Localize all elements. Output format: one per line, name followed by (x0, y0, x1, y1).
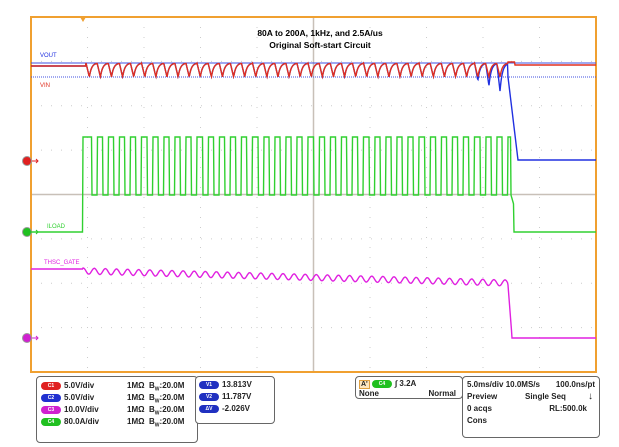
bw-sub: W (154, 386, 160, 393)
time-scale: 5.0ms/div (467, 380, 504, 389)
trace-iload (31, 136, 596, 233)
single-seq[interactable]: Single Seq (525, 392, 566, 401)
bw-sub: W (154, 398, 160, 405)
channel-badge[interactable]: C4 (41, 417, 61, 426)
label-thsc-gate: THSC_GATE (44, 260, 80, 266)
bandwidth: 20.0M (162, 393, 185, 402)
trigger-type: Normal (428, 389, 456, 398)
channel-row: C3 10.0V/div 1MΩ BW:20.0M (41, 404, 193, 417)
graticule-border (30, 16, 597, 373)
cursor-value: -2.026V (222, 404, 251, 413)
volts-per-div: 5.0V/div (64, 381, 95, 390)
arrow-down-icon: ↓ (588, 391, 593, 402)
trigger-position-marker (80, 17, 86, 22)
bandwidth: 20.0M (162, 381, 185, 390)
trigger-mode: A' (359, 380, 370, 389)
bw-sub: W (154, 410, 160, 417)
channel-row: C4 80.0A/div 1MΩ BW:20.0M (41, 416, 193, 429)
bw-label: B (149, 381, 155, 390)
channel-marker-icon (22, 333, 32, 343)
trigger-level: 3.2A (399, 379, 417, 388)
volts-per-div: 10.0V/div (64, 405, 99, 414)
impedance: 1MΩ (127, 405, 145, 414)
channel-row: C2 5.0V/div 1MΩ BW:20.0M (41, 392, 193, 405)
sample-rate: 10.0MS/s (505, 380, 540, 389)
acq-count: 0 acqs (467, 404, 492, 413)
trigger-source-badge[interactable]: C4 (371, 379, 392, 388)
chart-title: 80A to 200A, 1kHz, and 2.5A/us (257, 28, 383, 38)
channel-badge[interactable]: C1 (41, 381, 61, 390)
impedance: 1MΩ (127, 381, 145, 390)
bw-label: B (149, 405, 155, 414)
cursor-badge[interactable]: ΔV (199, 404, 219, 413)
volts-per-div: 5.0V/div (64, 393, 95, 402)
channel-marker-icon (22, 156, 32, 166)
trace-thsc-gate (31, 267, 596, 339)
channel-panel: C1 5.0V/div 1MΩ BW:20.0M C2 5.0V/div 1MΩ BW:20.… (36, 376, 198, 443)
bandwidth: 20.0M (162, 405, 185, 414)
acq-state: Preview (467, 392, 498, 401)
chart-subtitle: Original Soft-start Circuit (269, 40, 371, 50)
channel-marker-icon (22, 227, 32, 237)
cursor-value: 13.813V (222, 380, 252, 389)
volts-per-div: 80.0A/div (64, 417, 100, 426)
bw-label: B (149, 393, 155, 402)
record-length: RL:500.0k (549, 404, 587, 413)
arrow-right-icon (32, 158, 39, 164)
trigger-panel: A' C4 ∫ 3.2A None Normal (355, 376, 463, 399)
cursor-row: V2 11.787V (199, 391, 271, 403)
bw-label: B (149, 417, 155, 426)
impedance: 1MΩ (127, 393, 145, 402)
cursor-badge[interactable]: V2 (199, 392, 219, 401)
time-per-point: 100.0ns/pt (555, 380, 595, 389)
waveform-display: 80A to 200A, 1kHz, and 2.5A/us Original … (22, 16, 597, 373)
bandwidth: 20.0M (162, 417, 185, 426)
cursor-panel: V1 13.813V V2 11.787V ΔV -2.026V (195, 376, 275, 424)
label-iload: ILOAD (47, 224, 66, 230)
cons-mode: Cons (467, 416, 487, 425)
label-vout: VOUT (40, 53, 57, 59)
cursor-row: ΔV -2.026V (199, 403, 271, 415)
timebase-panel: 5.0ms/div 10.0MS/s 100.0ns/pt Preview Sing… (462, 376, 600, 438)
rising-edge-icon: ∫ (394, 379, 398, 388)
bw-sub: W (154, 422, 160, 429)
channel-badge[interactable]: C3 (41, 405, 61, 414)
channel-row: C1 5.0V/div 1MΩ BW:20.0M (41, 380, 193, 393)
cursor-value: 11.787V (222, 392, 252, 401)
trigger-coupling: None (359, 389, 379, 398)
channel-badge[interactable]: C2 (41, 393, 61, 402)
impedance: 1MΩ (127, 417, 145, 426)
trace-vin (31, 61, 596, 80)
arrow-right-icon (32, 335, 39, 341)
cursor-badge[interactable]: V1 (199, 380, 219, 389)
label-vin: VIN (40, 83, 50, 89)
cursor-row: V1 13.813V (199, 379, 271, 391)
